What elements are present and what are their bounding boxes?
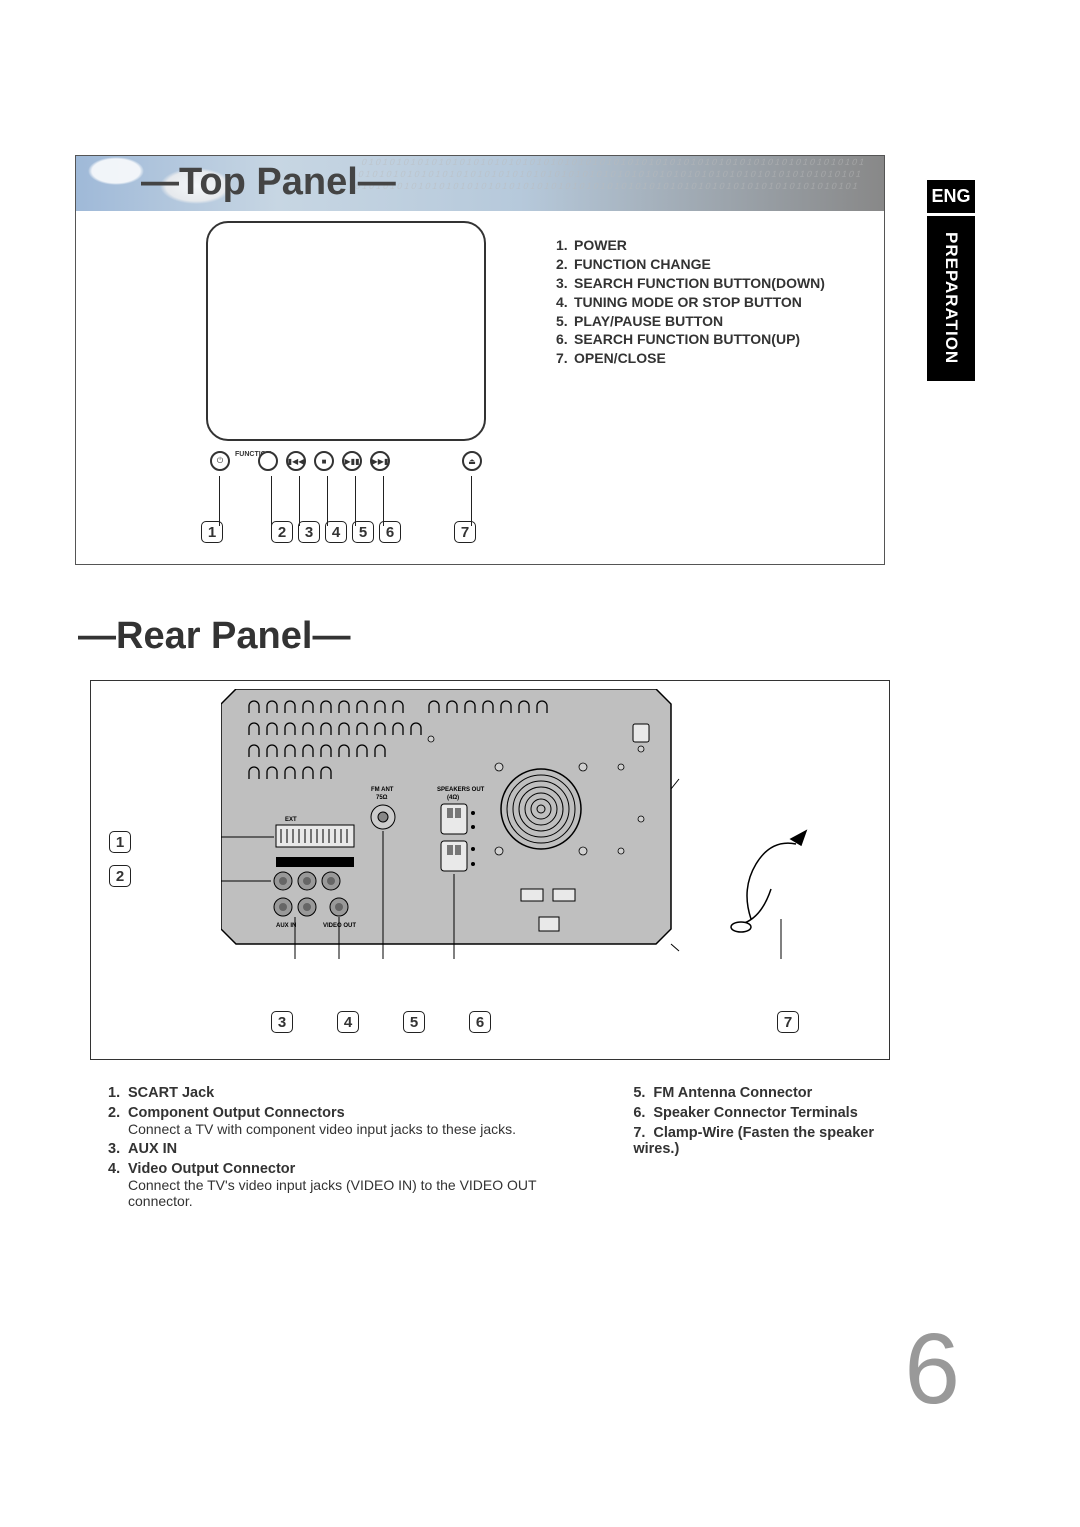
callout-box: 4 <box>325 521 347 543</box>
aux-in-label: AUX IN <box>276 923 296 929</box>
search-up-button-icon: ▶▶▮ <box>370 451 390 471</box>
rear-panel-diagram: FM ANT 75Ω EXT COMPONENT OUT AUX IN VIDE… <box>221 689 861 959</box>
legend-item: 3.AUX IN <box>108 1141 543 1157</box>
component-out-label: COMPONENT OUT <box>279 861 333 867</box>
top-callouts: 1 2 3 4 5 6 7 <box>201 521 476 543</box>
binary-decoration: 0101010101010101010101010101010101010101… <box>349 156 884 211</box>
speaker-terminal <box>441 841 467 871</box>
callout-box: 7 <box>454 521 476 543</box>
device-top-diagram: FUNCTION ⏻ ▮◀◀ ■ ▶▮▮ ▶▶▮ ⏏ <box>171 221 521 501</box>
rear-left-callouts: 1 2 <box>109 831 131 887</box>
leader-line <box>271 476 272 526</box>
rear-panel-section: FM ANT 75Ω EXT COMPONENT OUT AUX IN VIDE… <box>90 680 890 1060</box>
rear-right-callout: 7 <box>777 1011 799 1033</box>
top-panel-legend: 1.POWER 2.FUNCTION CHANGE 3.SEARCH FUNCT… <box>556 236 876 368</box>
stop-button-icon: ■ <box>314 451 334 471</box>
callout-box: 2 <box>271 521 293 543</box>
disc-lid <box>206 221 486 441</box>
callout-box: 6 <box>379 521 401 543</box>
page-number: 6 <box>904 1312 960 1427</box>
callout-box: 1 <box>109 831 131 853</box>
top-panel-title: —Top Panel— <box>141 161 396 204</box>
speakers-out-label: SPEAKERS OUT <box>437 787 485 793</box>
legend-item: 5.FM Antenna Connector <box>633 1085 888 1101</box>
rear-bottom-callouts: 3 4 5 6 <box>271 1011 491 1033</box>
leader-line <box>327 476 328 526</box>
callout-box: 1 <box>201 521 223 543</box>
search-down-button-icon: ▮◀◀ <box>286 451 306 471</box>
leader-line <box>299 476 300 526</box>
callout-box: 4 <box>337 1011 359 1033</box>
open-close-button-icon: ⏏ <box>462 451 482 471</box>
video-out-label: VIDEO OUT <box>323 923 356 929</box>
clamp-cutaway <box>681 789 856 944</box>
callout-box: 3 <box>298 521 320 543</box>
callout-box: 5 <box>352 521 374 543</box>
function-button-icon <box>258 451 278 471</box>
ext-label: EXT <box>285 817 297 823</box>
leader-line <box>355 476 356 526</box>
top-panel-section: 0101010101010101010101010101010101010101… <box>75 155 885 565</box>
callout-box: 5 <box>403 1011 425 1033</box>
leader-line <box>471 476 472 526</box>
legend-item: 6.Speaker Connector Terminals <box>633 1105 888 1121</box>
legend-item: 1.SCART Jack <box>108 1085 543 1101</box>
legend-item: 2.Component Output Connectors Connect a … <box>108 1105 543 1137</box>
leader-line <box>219 476 220 526</box>
rear-panel-legend: 1.SCART Jack 2.Component Output Connecto… <box>108 1085 888 1213</box>
callout-box: 7 <box>777 1011 799 1033</box>
legend-item: 7.Clamp-Wire (Fasten the speaker wires.) <box>633 1125 888 1157</box>
rear-panel-title: —Rear Panel— <box>78 615 350 658</box>
callout-box: 2 <box>109 865 131 887</box>
play-pause-button-icon: ▶▮▮ <box>342 451 362 471</box>
ohm-label: 75Ω <box>376 795 388 801</box>
leader-line <box>383 476 384 526</box>
impedance-label: (4Ω) <box>447 795 459 801</box>
scart-jack <box>276 825 354 847</box>
fm-ant-label: FM ANT <box>371 787 394 793</box>
top-panel-header: 0101010101010101010101010101010101010101… <box>76 156 884 211</box>
power-button-icon: ⏻ <box>210 451 230 471</box>
callout-box: 3 <box>271 1011 293 1033</box>
section-tab: PREPARATION <box>927 216 975 381</box>
language-tab: ENG <box>927 180 975 213</box>
speaker-terminal <box>441 804 467 834</box>
legend-item: 4.Video Output Connector Connect the TV'… <box>108 1161 543 1209</box>
callout-box: 6 <box>469 1011 491 1033</box>
